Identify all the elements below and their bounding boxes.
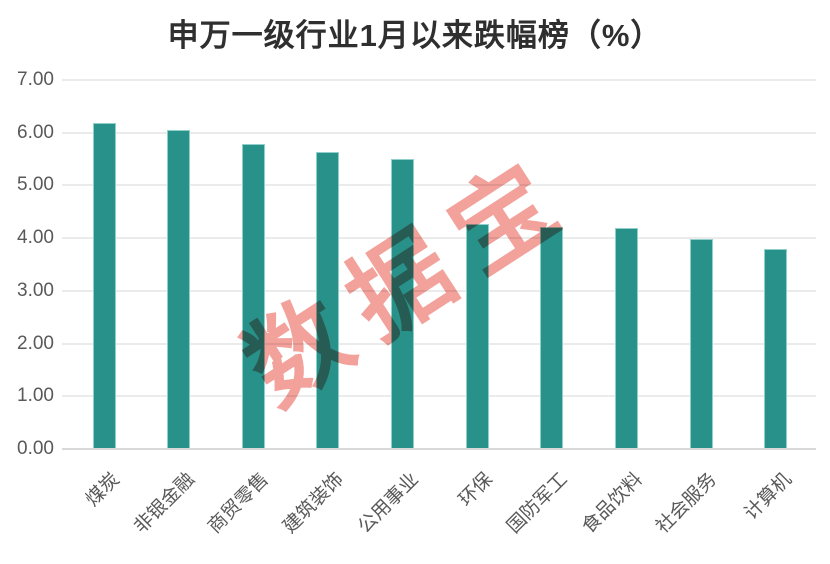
bar-环保 bbox=[465, 223, 489, 448]
y-axis-tick-label: 0.00 bbox=[17, 438, 54, 459]
bar-计算机 bbox=[764, 249, 788, 448]
y-axis-tick-label: 4.00 bbox=[17, 227, 54, 249]
x-axis-line bbox=[62, 448, 816, 450]
y-axis-tick-label: 1.00 bbox=[17, 385, 54, 407]
bar-公用事业 bbox=[391, 158, 415, 448]
x-axis-category-label: 环保 bbox=[455, 469, 498, 511]
gridline bbox=[62, 184, 816, 187]
x-axis-category-label: 食品饮料 bbox=[577, 469, 647, 538]
bar-国防军工 bbox=[540, 227, 564, 448]
gridline bbox=[62, 237, 816, 240]
bar-食品饮料 bbox=[615, 227, 639, 448]
gridline bbox=[62, 395, 816, 398]
x-axis-category-label: 商贸零售 bbox=[204, 469, 274, 538]
y-axis-tick-label: 3.00 bbox=[17, 279, 54, 301]
y-axis-tick-label: 7.00 bbox=[17, 69, 54, 90]
gridline bbox=[62, 79, 816, 81]
x-axis-category-label: 建筑装饰 bbox=[279, 469, 348, 538]
bar-社会服务 bbox=[689, 238, 713, 448]
bar-建筑装饰 bbox=[316, 151, 340, 448]
chart-title: 申万一级行业1月以来跌幅榜（%） bbox=[167, 18, 663, 53]
x-axis-category-label: 煤炭 bbox=[82, 469, 124, 511]
bar-商贸零售 bbox=[241, 144, 265, 448]
bar-煤炭 bbox=[92, 123, 116, 448]
gridline bbox=[62, 131, 816, 134]
x-axis-category-label: 公用事业 bbox=[353, 469, 423, 538]
x-axis-category-label: 计算机 bbox=[740, 469, 796, 525]
y-axis-tick-label: 5.00 bbox=[17, 174, 54, 196]
bar-非银金融 bbox=[167, 130, 191, 448]
x-axis-category-label: 国防军工 bbox=[503, 469, 572, 538]
x-axis-category-label: 社会服务 bbox=[652, 469, 722, 538]
y-axis-tick-label: 2.00 bbox=[17, 332, 54, 354]
x-axis-category-label: 非银金融 bbox=[129, 469, 199, 538]
y-axis-tick-label: 6.00 bbox=[17, 121, 54, 143]
gridline bbox=[62, 289, 816, 292]
gridline bbox=[62, 342, 816, 345]
